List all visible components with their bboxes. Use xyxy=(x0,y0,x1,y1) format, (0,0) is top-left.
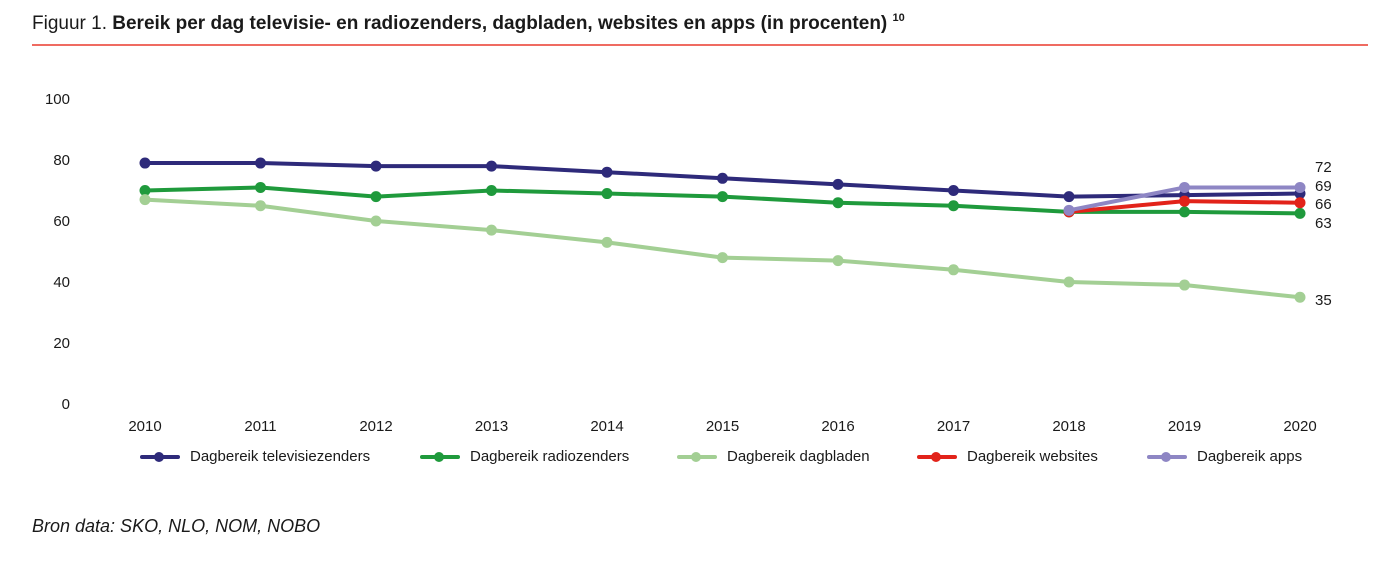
legend-marker-icon xyxy=(677,451,717,463)
footnote-marker: 10 xyxy=(892,12,905,24)
data-point xyxy=(139,194,151,206)
end-value-label: 66 xyxy=(1315,196,1332,213)
data-point xyxy=(255,200,266,212)
legend-marker-icon xyxy=(140,451,180,463)
legend-label: Dagbereik radiozenders xyxy=(470,448,630,465)
x-tick-label: 2012 xyxy=(359,418,392,435)
x-tick-label: 2015 xyxy=(706,418,739,435)
legend-marker-icon xyxy=(917,451,957,463)
x-tick-label: 2017 xyxy=(937,418,970,435)
x-tick-label: 2011 xyxy=(244,418,276,435)
legend-label: Dagbereik apps xyxy=(1197,448,1303,465)
end-value-label: 72 xyxy=(1315,159,1332,176)
legend-marker-icon xyxy=(1147,451,1187,463)
x-tick-label: 2013 xyxy=(475,418,508,435)
data-point xyxy=(601,236,613,248)
data-point xyxy=(1294,181,1306,193)
x-tick-label: 2020 xyxy=(1283,418,1316,435)
series-dagbereik-apps xyxy=(1063,181,1306,216)
data-point xyxy=(832,197,844,209)
y-tick-label: 60 xyxy=(53,213,70,230)
data-point xyxy=(948,200,959,212)
x-tick-label: 2010 xyxy=(128,418,161,435)
legend-item: Dagbereik radiozenders xyxy=(420,448,629,465)
data-point xyxy=(1179,279,1190,291)
data-point xyxy=(717,191,728,203)
legend-label: Dagbereik dagbladen xyxy=(727,448,870,465)
x-tick-label: 2014 xyxy=(590,418,623,435)
data-point xyxy=(1294,291,1306,303)
legend-marker-icon xyxy=(420,451,460,463)
data-point xyxy=(370,160,382,172)
y-tick-label: 100 xyxy=(45,91,70,108)
end-value-label: 69 xyxy=(1315,178,1332,195)
data-point xyxy=(832,255,844,267)
legend-item: Dagbereik televisiezenders xyxy=(140,448,370,465)
data-point xyxy=(255,181,266,193)
x-axis: 2010 2011 2012 2013 2014 2015 2016 2017 2018 2019… xyxy=(128,418,1316,435)
legend-label: Dagbereik websites xyxy=(967,448,1098,465)
data-point xyxy=(601,188,613,200)
data-point xyxy=(1179,206,1190,218)
source-note: Bron data: SKO, NLO, NOM, NOBO xyxy=(32,516,321,536)
legend-label: Dagbereik televisiezenders xyxy=(190,448,371,465)
data-point xyxy=(717,252,728,264)
data-point xyxy=(486,185,497,196)
data-point xyxy=(948,185,959,196)
data-point xyxy=(601,166,613,178)
data-point xyxy=(832,178,844,190)
data-point xyxy=(1294,197,1306,209)
data-point xyxy=(1294,207,1306,219)
x-tick-label: 2019 xyxy=(1168,418,1201,435)
title-divider xyxy=(32,44,1368,46)
end-value-label: 35 xyxy=(1315,292,1332,309)
y-axis: 100 80 60 40 20 0 xyxy=(45,91,70,413)
data-point xyxy=(370,191,382,203)
data-point xyxy=(717,172,728,184)
data-point xyxy=(948,264,959,276)
data-point xyxy=(139,185,151,196)
legend-item: Dagbereik websites xyxy=(917,448,1098,465)
data-point xyxy=(255,157,266,169)
data-point xyxy=(486,160,497,172)
legend-item: Dagbereik dagbladen xyxy=(677,448,870,465)
data-point xyxy=(370,215,382,227)
y-tick-label: 20 xyxy=(53,335,70,352)
y-tick-label: 0 xyxy=(62,396,70,413)
series-lines xyxy=(139,157,1306,303)
data-point xyxy=(1179,195,1190,207)
data-point xyxy=(1063,276,1075,288)
series-line xyxy=(143,197,1302,300)
figure-title-text: Bereik per dag televisie- en radiozender… xyxy=(112,13,888,34)
data-point xyxy=(139,157,151,169)
series-dagbereik-dagbladen xyxy=(139,194,1306,303)
figure-title: Figuur 1. Bereik per dag televisie- en r… xyxy=(32,12,905,35)
end-value-label: 63 xyxy=(1315,215,1332,232)
x-tick-label: 2018 xyxy=(1052,418,1085,435)
data-point xyxy=(1063,204,1075,216)
figure-number: Figuur 1. xyxy=(32,13,107,34)
x-tick-label: 2016 xyxy=(821,418,854,435)
legend-item: Dagbereik apps xyxy=(1147,448,1302,465)
data-point xyxy=(486,224,497,236)
chart-legend: Dagbereik televisiezenders Dagbereik radi… xyxy=(0,448,1400,472)
data-point xyxy=(1063,191,1075,203)
data-point xyxy=(1179,181,1190,193)
y-tick-label: 80 xyxy=(53,152,70,169)
series-dagbereik-radiozenders xyxy=(139,181,1306,219)
y-tick-label: 40 xyxy=(53,274,70,291)
